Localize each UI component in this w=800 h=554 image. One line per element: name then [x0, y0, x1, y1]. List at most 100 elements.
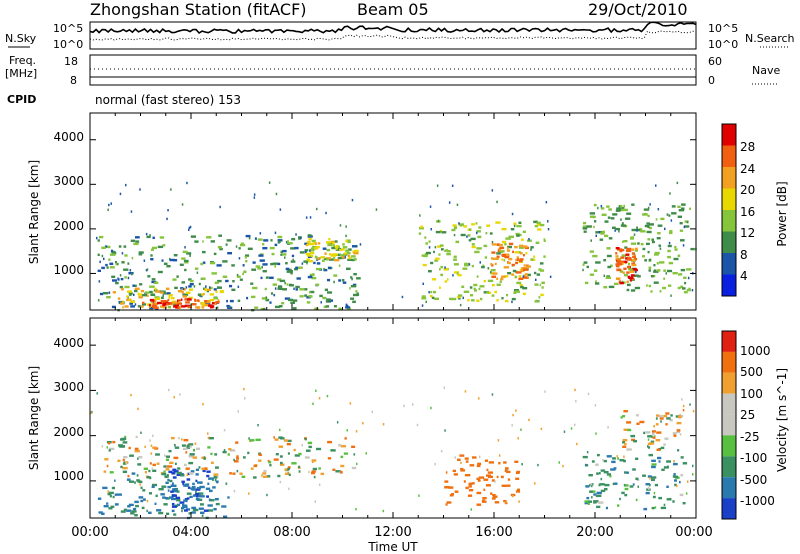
power-cell — [133, 242, 139, 246]
velocity-cell — [673, 462, 678, 466]
power-cell — [352, 300, 356, 303]
velocity-cell — [604, 488, 608, 491]
power-cell — [308, 242, 315, 246]
power-cell — [418, 232, 422, 235]
power-cell — [211, 272, 217, 275]
velocity-cell — [476, 503, 482, 506]
power-cell — [138, 253, 143, 256]
power-cell — [504, 253, 510, 256]
power-cell — [524, 246, 529, 250]
power-cell — [598, 231, 603, 234]
velocity-cell — [236, 455, 239, 458]
velocity-cell — [656, 431, 662, 434]
velocity-cell — [643, 431, 646, 435]
power-cell — [519, 277, 524, 280]
power-cell — [437, 219, 440, 223]
power-cell — [254, 237, 257, 240]
power-cell — [351, 277, 353, 281]
power-cell — [323, 305, 327, 309]
power-cell — [226, 239, 232, 242]
velocity-cell — [498, 454, 501, 457]
velocity-cell — [482, 499, 485, 502]
power-cell — [617, 263, 622, 266]
velocity-cell — [652, 495, 656, 499]
power-cell — [516, 224, 522, 228]
power-cell — [210, 240, 215, 243]
velocity-cell — [517, 488, 520, 491]
velocity-cell — [150, 444, 153, 447]
velocity-cell — [168, 449, 172, 453]
power-cell — [170, 296, 175, 300]
power-cell — [634, 286, 641, 290]
power-cell — [262, 247, 268, 250]
velocity-cell — [208, 437, 214, 440]
power-cell — [235, 245, 238, 248]
power-cell — [216, 306, 219, 309]
velocity-cell — [492, 494, 496, 497]
power-cell — [648, 259, 651, 262]
velocity-cell — [626, 421, 632, 424]
power-cell — [511, 263, 515, 267]
power-cell — [313, 261, 316, 265]
power-cell — [146, 235, 151, 239]
power-cell — [277, 239, 283, 242]
power-cell — [204, 300, 208, 303]
velocity-cell — [183, 439, 189, 442]
velocity-cell — [216, 481, 219, 484]
velocity-cell — [622, 441, 625, 444]
power-cell — [353, 249, 359, 253]
power-cell — [481, 265, 485, 269]
velocity-cell — [647, 475, 652, 478]
power-cell — [589, 250, 594, 253]
power-cell — [226, 304, 230, 308]
freq-panel-frame — [89, 54, 697, 86]
velocity-cell — [215, 466, 219, 469]
velocity-cell — [606, 455, 612, 458]
power-cell — [205, 302, 211, 305]
power-cell — [507, 249, 511, 252]
velocity-cell — [591, 496, 593, 499]
power-cell — [203, 292, 205, 296]
velocity-cell — [152, 469, 157, 472]
power-cell — [435, 257, 440, 260]
power-colorbar-segment — [722, 231, 736, 253]
power-cell — [280, 250, 283, 253]
velocity-cell — [664, 437, 669, 440]
power-cell — [651, 240, 655, 244]
power-cell — [499, 246, 505, 250]
velocity-cell — [660, 446, 665, 450]
power-cell — [673, 257, 679, 261]
power-cell — [668, 261, 673, 265]
power-cell — [299, 295, 304, 298]
power-cell — [155, 297, 161, 300]
velocity-cell — [327, 440, 332, 444]
velocity-cell — [172, 488, 177, 491]
velocity-cell — [582, 455, 588, 459]
power-cell — [501, 258, 504, 261]
velocity-cell — [602, 458, 604, 462]
power-cell — [618, 205, 621, 208]
velocity-cell — [189, 495, 193, 499]
power-cell — [290, 247, 296, 250]
power-cell — [647, 214, 650, 218]
velocity-cell — [682, 502, 686, 505]
velocity-cell — [454, 490, 459, 493]
power-cell — [111, 305, 116, 309]
velocity-cell — [647, 435, 652, 438]
power-cell — [204, 288, 207, 292]
power-cell — [637, 275, 641, 278]
velocity-cell — [213, 508, 217, 511]
power-cell — [112, 252, 117, 255]
velocity-cell — [311, 459, 317, 462]
power-cell — [623, 267, 627, 270]
power-cell — [496, 277, 499, 280]
velocity-cell — [107, 442, 111, 445]
velocity-cell — [200, 503, 204, 506]
power-cell — [428, 240, 431, 243]
power-cell — [422, 263, 427, 267]
power-cell — [141, 294, 147, 297]
velocity-cell — [336, 421, 339, 424]
velocity-cell — [294, 454, 300, 457]
velocity-cell — [448, 486, 454, 489]
power-cell — [260, 307, 265, 311]
